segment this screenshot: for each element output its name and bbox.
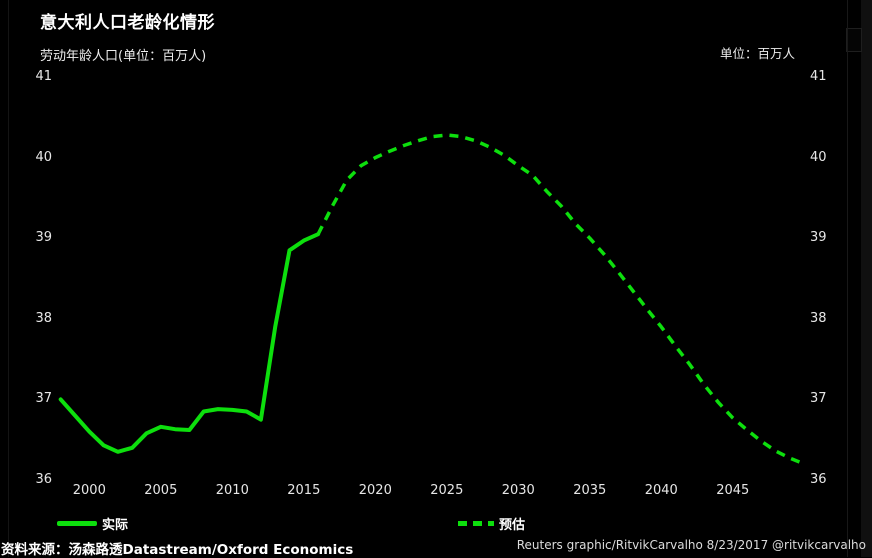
legend-actual: 实际 [57, 515, 129, 533]
window-left-edge [8, 0, 9, 557]
y-tick-label: 39 [810, 230, 827, 246]
x-tick-label: 2040 [644, 483, 678, 498]
y-tick-label: 40 [35, 149, 52, 165]
scrollbar-track[interactable] [861, 0, 872, 557]
x-tick-label: 2010 [215, 483, 249, 498]
y-tick-label: 40 [810, 149, 827, 165]
x-tick-label: 2035 [573, 483, 607, 498]
y-tick-label: 41 [35, 69, 52, 84]
x-tick-label: 2025 [430, 483, 464, 498]
reuters-credit: Reuters graphic/RitvikCarvalho 8/23/2017… [516, 538, 866, 552]
solid-line-swatch-icon [57, 520, 97, 526]
legend-forecast-label: 预估 [499, 517, 526, 533]
x-tick-label: 2020 [358, 483, 392, 498]
forecast-line [316, 133, 805, 466]
actual-line [58, 232, 321, 454]
dashed-line-swatch-icon [458, 520, 494, 526]
x-tick-label: 2005 [144, 483, 178, 498]
legend-forecast: 预估 [458, 515, 526, 533]
x-tick-label: 2030 [501, 483, 535, 498]
y-tick-label: 36 [35, 472, 52, 487]
x-tick-label: 2000 [72, 483, 106, 498]
scrollbar-thumb[interactable] [846, 28, 862, 52]
y-tick-label: 37 [810, 391, 827, 407]
x-tick-label: 2015 [287, 483, 321, 498]
source-credit: 资料来源：汤森路透Datastream/Oxford Economics [1, 542, 354, 558]
unit-label: 单位：百万人 [719, 46, 795, 61]
y-tick-label: 39 [35, 230, 52, 246]
y-axis-title: 劳动年龄人口(单位：百万人) [40, 49, 207, 64]
x-tick-label: 2045 [716, 483, 750, 498]
window-right-edge [847, 0, 848, 557]
y-tick-label: 38 [810, 310, 827, 326]
legend-actual-label: 实际 [102, 517, 129, 533]
page-title: 意大利人口老龄化情形 [40, 13, 215, 33]
y-tick-label: 38 [35, 310, 52, 326]
y-tick-label: 41 [810, 69, 827, 84]
y-tick-label: 36 [810, 472, 827, 487]
y-tick-label: 37 [35, 391, 52, 407]
